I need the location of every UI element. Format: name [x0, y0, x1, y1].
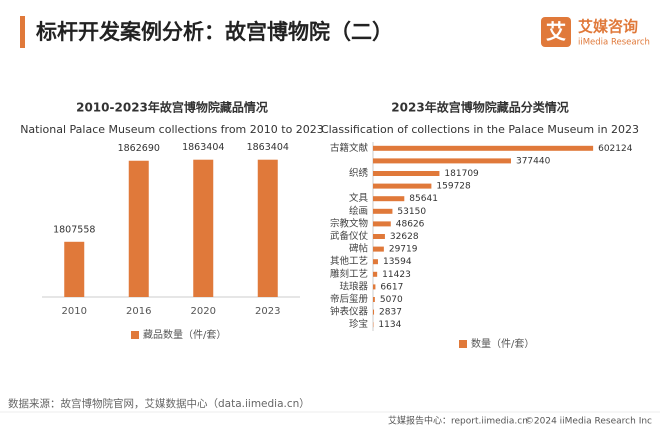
value-label: 53150 [397, 207, 426, 217]
bar [64, 241, 85, 297]
y-tick-label: 帝后玺册 [330, 293, 369, 305]
chart-subtitle: National Palace Museum collections from … [20, 123, 324, 136]
value-label: 6617 [380, 282, 403, 292]
bar [373, 196, 405, 202]
bar [373, 246, 384, 252]
value-label: 13594 [383, 257, 412, 267]
value-label: 11423 [382, 270, 411, 280]
y-tick-label: 珐琅器 [339, 280, 368, 292]
x-tick-label: 2023 [255, 306, 280, 317]
bar [373, 171, 440, 176]
value-label: 377440 [516, 156, 551, 166]
value-label: 5070 [380, 295, 403, 305]
logo-sub: iiMedia Research [578, 38, 650, 48]
y-tick-label: 雕刻工艺 [330, 268, 368, 280]
bar [373, 145, 594, 151]
logo-name: 艾媒咨询 [578, 18, 638, 36]
bar [373, 183, 432, 189]
value-label: 1863404 [182, 142, 224, 153]
legend-swatch [131, 331, 139, 339]
footer-left: 艾媒报告中心：report.iimedia.cn [388, 415, 528, 427]
value-label: 1862690 [118, 143, 160, 154]
legend-swatch [459, 340, 467, 348]
legend-label: 数量（件/套） [471, 337, 534, 350]
y-tick-label: 织绣 [349, 167, 369, 179]
bar [373, 297, 375, 302]
value-label: 2837 [379, 308, 402, 318]
y-tick-label: 古籍文献 [330, 142, 369, 154]
bar [373, 271, 378, 277]
bar [128, 160, 149, 297]
bar [373, 259, 378, 265]
x-tick-label: 2010 [62, 306, 87, 317]
bar [373, 234, 385, 239]
bar [257, 159, 278, 297]
bar [373, 158, 511, 164]
logo-icon: 艾 [546, 20, 566, 44]
value-label: 29719 [389, 245, 418, 255]
value-label: 85641 [409, 194, 438, 204]
page-title: 标杆开发案例分析：故宫博物院（二） [36, 20, 393, 44]
chart-subtitle: Classification of collections in the Pal… [321, 123, 639, 136]
y-tick-label: 碑帖 [349, 243, 369, 255]
bar [373, 208, 393, 214]
y-tick-label: 钟表仪器 [330, 306, 369, 318]
y-tick-label: 其他工艺 [330, 255, 368, 267]
value-label: 159728 [436, 182, 471, 192]
bar [373, 221, 391, 227]
title-accent [20, 16, 25, 48]
value-label: 602124 [598, 144, 633, 154]
y-tick-label: 文具 [349, 192, 369, 204]
value-label: 1134 [378, 320, 401, 330]
y-tick-label: 武备仪仗 [330, 230, 369, 242]
value-label: 32628 [390, 232, 419, 242]
x-tick-label: 2016 [126, 306, 151, 317]
y-tick-label: 宗教文物 [330, 217, 369, 229]
value-label: 1807558 [53, 224, 95, 235]
source: 数据来源：故宫博物院官网，艾媒数据中心（data.iimedia.cn） [8, 397, 310, 410]
x-tick-label: 2020 [191, 306, 216, 317]
chart-title: 2023年故宫博物院藏品分类情况 [391, 100, 568, 115]
y-tick-label: 珍宝 [349, 318, 368, 330]
bar [193, 159, 214, 297]
value-label: 181709 [444, 169, 479, 179]
value-label: 48626 [396, 219, 425, 229]
value-label: 1863404 [247, 142, 289, 153]
y-tick-label: 绘画 [349, 205, 368, 217]
bar [373, 284, 376, 290]
bar [373, 309, 375, 315]
logo-icon-box [541, 17, 571, 47]
legend-label: 藏品数量（件/套） [143, 328, 226, 341]
footer-right: ©2024 iiMedia Research Inc [525, 417, 652, 427]
chart-title: 2010-2023年故宫博物院藏品情况 [76, 100, 268, 115]
